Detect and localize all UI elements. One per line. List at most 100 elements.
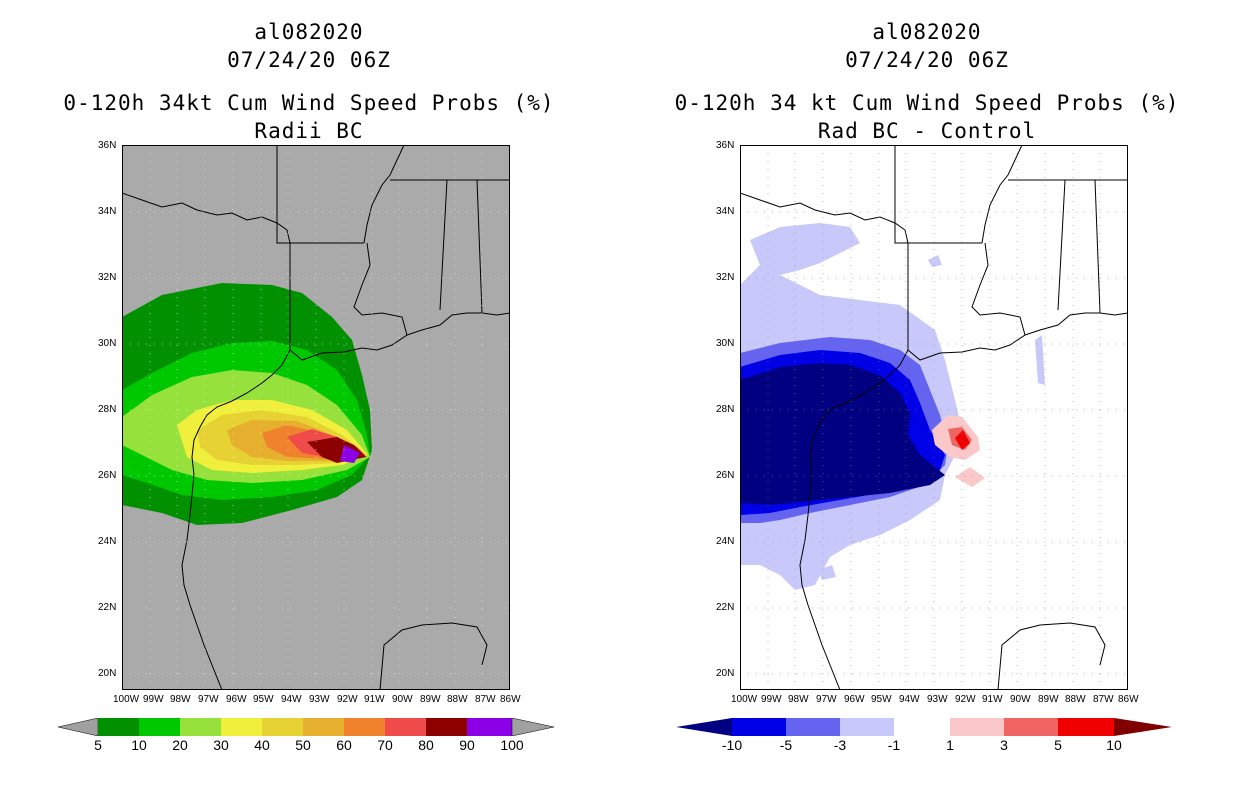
- lat-label: 26N: [98, 470, 117, 481]
- right-panel: al082020 07/24/20 06Z 0-120h 34 kt Cum W…: [618, 0, 1236, 800]
- subtitle: Radii BC: [254, 119, 364, 143]
- lat-label: 20N: [716, 668, 735, 679]
- colorbar-high-arrow: [511, 718, 554, 736]
- colorbar-label: 10: [1106, 737, 1122, 753]
- colorbar-swatch: [786, 718, 840, 736]
- probability-colorbar: [58, 718, 554, 736]
- colorbar-swatch: [385, 718, 426, 736]
- colorbar-swatch: [221, 718, 262, 736]
- lon-label: 99W: [143, 694, 164, 705]
- lon-label: 88W: [1065, 694, 1086, 705]
- lon-label: 93W: [309, 694, 330, 705]
- lat-label: 22N: [716, 602, 735, 613]
- colorbar-swatch: [840, 718, 894, 736]
- colorbar-label: 100: [500, 737, 524, 753]
- lat-label: 36N: [716, 140, 735, 151]
- diff-minus1-blob: [928, 255, 942, 267]
- lon-label: 94W: [899, 694, 920, 705]
- lon-label: 100W: [113, 694, 140, 705]
- lon-label: 97W: [198, 694, 219, 705]
- colorbar-label: -1: [887, 737, 901, 753]
- lon-label: 100W: [731, 694, 758, 705]
- lon-label: 90W: [392, 694, 413, 705]
- difference-colorbar: [676, 718, 1172, 736]
- difference-map: [740, 145, 1128, 690]
- lon-label: 89W: [1038, 694, 1059, 705]
- diff-minus10-region: [740, 363, 945, 505]
- product-title: 0-120h 34 kt Cum Wind Speed Probs (%): [674, 91, 1180, 115]
- lon-label: 95W: [253, 694, 274, 705]
- colorbar-label: 50: [295, 737, 311, 753]
- lon-label: 95W: [871, 694, 892, 705]
- colorbar-swatch: [98, 718, 139, 736]
- colorbar-swatch: [344, 718, 385, 736]
- colorbar-swatch: [732, 718, 786, 736]
- lon-label: 87W: [475, 694, 496, 705]
- product-title: 0-120h 34kt Cum Wind Speed Probs (%): [63, 91, 555, 115]
- colorbar-swatch: [1058, 718, 1114, 736]
- colorbar-label: 90: [459, 737, 475, 753]
- map-frame: [122, 145, 510, 690]
- lon-label: 98W: [788, 694, 809, 705]
- colorbar-swatch: [1004, 718, 1058, 736]
- lon-label: 98W: [170, 694, 191, 705]
- storm-id-title: al082020: [872, 20, 982, 44]
- graticule: [122, 145, 510, 690]
- diff-minus1-blob: [818, 565, 836, 580]
- colorbar-label: 40: [254, 737, 270, 753]
- colorbar-label: 5: [1054, 737, 1062, 753]
- lon-label: 93W: [927, 694, 948, 705]
- colorbar-swatch: [180, 718, 221, 736]
- graticule: [740, 145, 1128, 690]
- lon-label: 89W: [420, 694, 441, 705]
- colorbar-label: 20: [172, 737, 188, 753]
- lat-label: 26N: [716, 470, 735, 481]
- subtitle: Rad BC - Control: [817, 119, 1037, 143]
- lon-label: 94W: [281, 694, 302, 705]
- lat-label: 34N: [98, 206, 117, 217]
- lat-label: 32N: [98, 272, 117, 283]
- lat-label: 28N: [716, 404, 735, 415]
- datetime-title: 07/24/20 06Z: [227, 48, 391, 72]
- storm-id-title: al082020: [254, 20, 364, 44]
- colorbar-label: 70: [377, 737, 393, 753]
- lon-label: 90W: [1010, 694, 1031, 705]
- diff-plus5-region: [955, 430, 970, 450]
- lon-label: 86W: [1118, 694, 1139, 705]
- lat-label: 22N: [98, 602, 117, 613]
- colorbar-swatch: [467, 718, 512, 736]
- lon-label: 97W: [816, 694, 837, 705]
- colorbar-label: 80: [418, 737, 434, 753]
- lon-label: 86W: [500, 694, 521, 705]
- datetime-title: 07/24/20 06Z: [845, 48, 1009, 72]
- colorbar-swatch: [303, 718, 344, 736]
- lon-label: 96W: [844, 694, 865, 705]
- lat-label: 20N: [98, 668, 117, 679]
- diff-plus1-blob: [955, 467, 985, 487]
- colorbar-label: -10: [721, 737, 743, 753]
- prob-90-region: [340, 445, 360, 463]
- colorbar-swatch: [262, 718, 303, 736]
- lat-label: 28N: [98, 404, 117, 415]
- colorbar-high-arrow: [1114, 718, 1172, 736]
- colorbar-swatch: [426, 718, 467, 736]
- lon-label: 92W: [955, 694, 976, 705]
- left-panel: al082020 07/24/20 06Z 0-120h 34kt Cum Wi…: [58, 20, 555, 753]
- lon-label: 91W: [982, 694, 1003, 705]
- colorbar-label: -3: [833, 737, 847, 753]
- colorbar-label: 10: [131, 737, 147, 753]
- probability-map: [122, 145, 510, 690]
- lon-label: 96W: [226, 694, 247, 705]
- colorbar-label: 5: [94, 737, 102, 753]
- lat-label: 24N: [716, 536, 735, 547]
- lon-label: 92W: [337, 694, 358, 705]
- diff-minus1-blob: [1035, 335, 1045, 385]
- lat-label: 30N: [716, 338, 735, 349]
- lon-label: 99W: [761, 694, 782, 705]
- colorbar-swatch: [894, 718, 950, 736]
- lat-label: 24N: [98, 536, 117, 547]
- lat-label: 32N: [716, 272, 735, 283]
- lon-label: 88W: [447, 694, 468, 705]
- lat-label: 30N: [98, 338, 117, 349]
- lat-label: 36N: [98, 140, 117, 151]
